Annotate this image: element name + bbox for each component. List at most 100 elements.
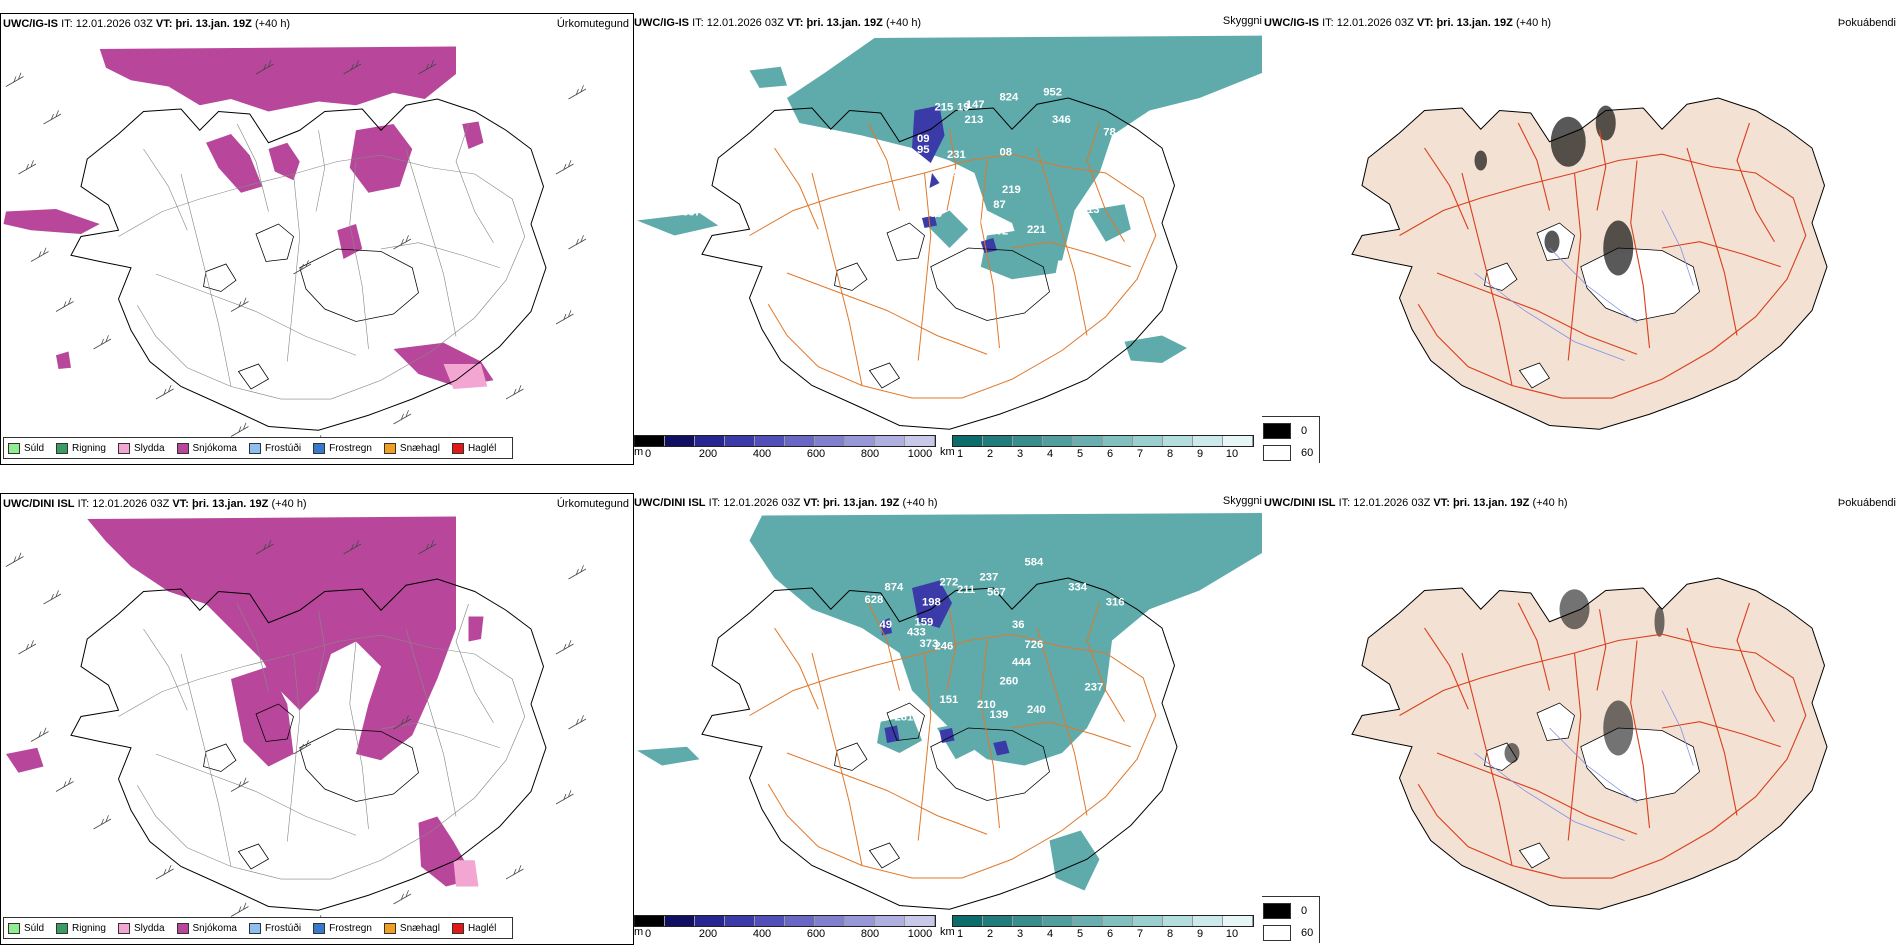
value-label: 726 (1025, 639, 1044, 651)
lead-time: (+40 h) (254, 18, 291, 30)
value-label: 78 (1103, 127, 1116, 139)
fog-legend: 0 60 (1262, 896, 1321, 943)
value-label: 637 (682, 207, 701, 219)
legend-item: Frostregn (313, 442, 372, 454)
legend-swatch (451, 442, 464, 454)
panel-header: UWC/DINI ISL IT: 12.01.2026 03Z VT: þri.… (3, 498, 307, 510)
value-label: 628 (865, 594, 884, 606)
value-label: 334 (1068, 582, 1088, 594)
panel-title: Þokuábendi (1837, 17, 1896, 29)
legend-item: Frostúði (248, 922, 301, 934)
value-label: 237 (980, 572, 999, 584)
value-label: 952 (1043, 87, 1062, 99)
value-label: 211 (957, 584, 975, 596)
panel-title: Skyggni (1222, 495, 1262, 507)
cbar-tick: 9 (1196, 448, 1204, 460)
legend-item: Súld (8, 922, 44, 934)
value-label: 231 (947, 149, 966, 161)
legend-item: Rigning (56, 922, 106, 934)
cbar-km-unit: km (940, 926, 955, 938)
fog-index-dark (1504, 589, 1665, 763)
panel-header: UWC/IG-IS IT: 12.01.2026 03Z VT: þri. 13… (3, 18, 290, 30)
value-label: 13 (1087, 204, 1100, 216)
value-label: 95 (917, 144, 930, 156)
value-label: 198 (922, 597, 941, 609)
panel-title: Skyggni (1222, 15, 1262, 27)
legend-item: Snjókoma (176, 922, 237, 934)
cbar-m-unit: m (634, 446, 644, 458)
value-label: 210 (977, 699, 996, 711)
legend-swatch (56, 442, 69, 454)
cbar-km-unit: km (940, 446, 955, 458)
fog-panel-row1: UWC/IG-IS IT: 12.01.2026 03Z VT: þri. 13… (1262, 13, 1900, 463)
fog-legend-item: 60 (1263, 925, 1313, 941)
legend-swatch (313, 442, 326, 454)
visibility-panel-row1: UWC/IG-IS IT: 12.01.2026 03Z VT: þri. 13… (632, 13, 1262, 463)
cbar-tick: 1 (956, 448, 964, 460)
legend-item: Frostúði (248, 442, 301, 454)
station-values: 215 147 19 824 952 213 346 78 09 95 231 … (682, 87, 1116, 238)
value-label: 346 (1052, 114, 1071, 126)
panel-header: UWC/DINI ISL IT: 12.01.2026 03Z VT: þri.… (634, 497, 938, 509)
value-label: 824 (1000, 92, 1020, 104)
value-label: 09 (917, 133, 930, 145)
legend-item: Haglél (451, 922, 496, 934)
vt-label: VT: (155, 18, 173, 30)
visibility-map-row1: 215 147 19 824 952 213 346 78 09 95 231 … (637, 35, 1262, 430)
it-value: 12.01.2026 03Z (75, 18, 153, 30)
value-label: 139 (990, 709, 1009, 721)
vt-value: þri. 13.jan. 19Z (175, 18, 252, 30)
value-label: 49 (880, 619, 893, 631)
legend-swatch (8, 442, 20, 454)
snow-area (6, 516, 484, 887)
value-label: 15 (947, 168, 960, 180)
legend-item: Snæhagl (383, 922, 440, 934)
value-label: 444 (1012, 657, 1032, 669)
model-name: UWC/IG-IS (3, 18, 58, 30)
cbar-tick: 800 (860, 448, 880, 460)
value-label: 373 (920, 638, 939, 650)
panel-title: Þokuábendi (1837, 497, 1896, 509)
fog-legend-item: 0 (1263, 903, 1313, 919)
value-label: 221 (1027, 224, 1046, 236)
legend-item: Slydda (117, 442, 165, 454)
very-low-vis (912, 105, 997, 253)
precip-map-row2 (5, 516, 587, 930)
cbar-m-unit: m (634, 926, 644, 938)
fog-index-dark (1474, 105, 1634, 276)
wind-barbs (5, 59, 587, 450)
precip-panel-row2: UWC/DINI ISL IT: 12.01.2026 03Z VT: þri.… (0, 493, 634, 945)
legend-swatch (248, 442, 261, 454)
cbar-tick: 7 (1136, 448, 1144, 460)
value-label: 87 (993, 199, 1006, 211)
legend-item: Snæhagl (383, 442, 440, 454)
fog-legend: 0 60 (1262, 416, 1321, 463)
legend-item: Slydda (117, 922, 165, 934)
value-label: 260 (1000, 675, 1019, 687)
value-label: 272 (940, 577, 959, 589)
value-label: 281 (895, 712, 914, 724)
value-label: 50 (975, 217, 988, 229)
value-label: 433 (907, 627, 926, 639)
value-label: 36 (1012, 619, 1025, 631)
cbar-tick: 10 (1225, 448, 1239, 460)
value-label: 19 (957, 102, 970, 114)
precip-panel-row1: UWC/IG-IS IT: 12.01.2026 03Z VT: þri. 13… (0, 13, 634, 465)
precip-map-row1 (3, 46, 587, 450)
panel-title: Úrkomutegund (556, 498, 629, 510)
value-label: 63 (930, 208, 943, 220)
cbar-tick: 1000 (907, 448, 933, 460)
fog-legend-item: 60 (1263, 445, 1313, 461)
legend-item: Rigning (56, 442, 106, 454)
value-label: 874 (885, 582, 905, 594)
cbar-tick: 2 (986, 448, 994, 460)
it-label: IT: (61, 18, 73, 30)
visibility-map-row2: 874 628 272 211 237 567 584 334 316 198 … (637, 513, 1262, 910)
snow-area (3, 46, 494, 387)
cbar-tick: 5 (1076, 448, 1084, 460)
panel-title: Úrkomutegund (556, 18, 629, 30)
cbar-tick: 0 (644, 448, 652, 460)
legend-swatch (383, 442, 396, 454)
cbar-tick: 6 (1106, 448, 1114, 460)
value-label: 567 (987, 587, 1006, 599)
